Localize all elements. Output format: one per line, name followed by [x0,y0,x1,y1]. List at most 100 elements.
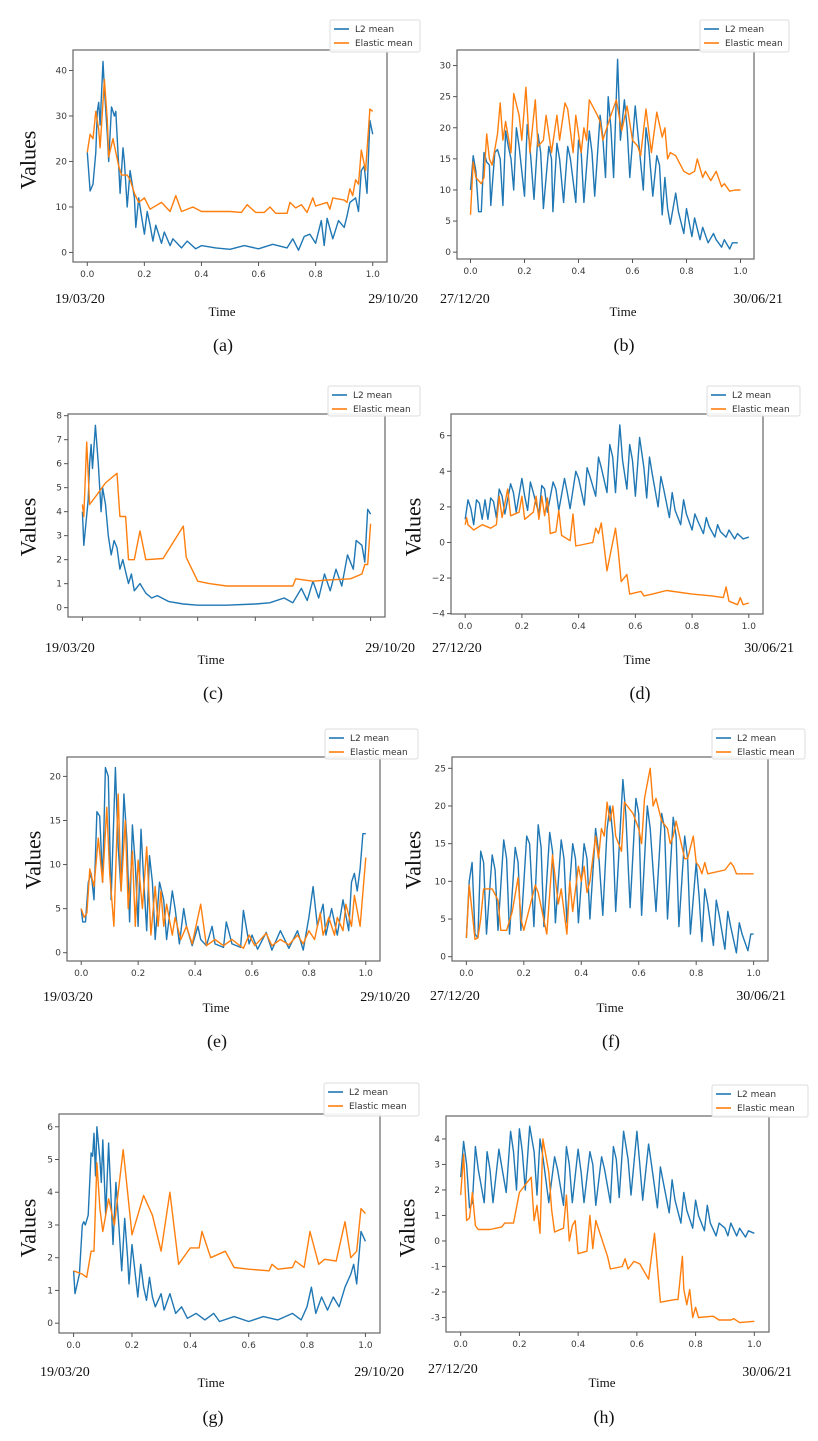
series-line-l2-mean [72,1126,367,1323]
y-tick-label: 2 [47,1254,53,1264]
x-tick-label: 0.6 [251,270,266,280]
series-line-l2-mean [81,424,372,606]
x-tick-label: 0.2 [517,969,531,979]
y-tick-label: 1 [47,1286,53,1296]
y-tick-label: 6 [47,1123,53,1133]
x-tick-label: 0.4 [574,969,589,979]
legend-label: Elastic mean [732,405,790,415]
x-tick-label: 0.4 [194,270,209,280]
y-tick-label: 0 [55,949,61,959]
series-line-elastic-mean [81,441,372,587]
x-tick-label: 0.0 [458,622,473,632]
end-date-label: 29/10/20 [360,990,410,1005]
y-tick-label: 2 [56,556,62,566]
x-tick-label: 0.6 [628,622,643,632]
legend: L2 mean Elastic mean [327,385,421,417]
x-tick-label: 0.4 [183,1341,198,1351]
y-tick-label: 30 [56,112,68,122]
y-tick-label: 1 [434,1211,440,1221]
x-axis-label: Time [198,652,225,667]
x-tick-label: 0.0 [66,1341,81,1351]
y-axis-label: Values [16,131,41,190]
series-line-l2-mean [465,778,754,954]
legend-box [329,19,421,53]
legend: L2 mean Elastic mean [706,385,801,417]
y-axis-label: Values [16,1199,41,1258]
y-tick-label: 0 [439,538,445,548]
x-tick-label: 1.0 [746,969,761,979]
y-tick-label: 25 [435,764,446,774]
x-axis-label: Time [610,304,637,319]
plot-frame [450,413,764,615]
x-tick-label: 1.0 [366,270,381,280]
panel-caption: (g) [203,1407,224,1428]
y-tick-label: 3 [47,1221,53,1231]
start-date-label: 27/12/20 [430,989,480,1004]
y-tick-label: 3 [56,532,62,542]
panel-caption: (d) [630,683,651,704]
legend-label: L2 mean [737,1090,776,1100]
x-axis-label: Time [209,304,236,319]
series-line-l2-mean [80,766,366,951]
chart-panel-d: 0.0 0.2 0.4 0.6 0.8 1.0 −4 −2 0 2 4 6 L2 mean Elastic… [401,385,801,704]
y-tick-label: −4 [432,610,446,620]
legend-box [706,385,801,417]
plot-frame [451,756,769,962]
legend-label: Elastic mean [353,405,411,415]
y-tick-label: -3 [431,1313,440,1323]
y-tick-label: 40 [56,66,68,76]
x-tick-label: 0.8 [679,267,694,277]
x-axis-label: Time [589,1375,616,1390]
x-tick-label: 1.0 [742,622,757,632]
x-tick-label: 0.0 [459,969,474,979]
y-tick-label: -2 [431,1288,440,1298]
series-line-elastic-mean [73,1149,366,1278]
y-tick-label: 20 [435,802,447,812]
x-tick-label: 1.0 [747,1340,762,1350]
start-date-label: 19/03/20 [43,990,93,1005]
end-date-label: 29/10/20 [354,1365,404,1380]
y-tick-label: 10 [56,203,68,213]
y-tick-label: 8 [56,412,62,422]
y-tick-label: 7 [56,436,62,446]
legend-label: L2 mean [355,25,394,35]
y-tick-label: 0 [445,248,451,258]
chart-panel-c: 0 1 2 3 4 5 6 7 8 L2 mean Elastic mean Values 19/03/… [16,385,421,704]
y-tick-label: 0 [47,1319,53,1329]
series-line-elastic-mean [80,793,367,949]
chart-panel-b: 0.0 0.2 0.4 0.6 0.8 1.0 0 5 10 15 20 25 30 L2 mean Ela… [440,19,790,356]
y-tick-label: 30 [440,62,452,72]
legend-label: Elastic mean [349,1102,407,1112]
y-tick-label: 20 [440,124,452,134]
plot-frame [445,1115,770,1333]
y-tick-label: 10 [50,861,62,871]
start-date-label: 19/03/20 [40,1365,90,1380]
y-tick-label: 6 [56,460,62,470]
legend-box [711,728,806,760]
series-line-elastic-mean [469,86,741,215]
legend-box [323,1082,420,1117]
y-tick-label: -1 [431,1262,440,1272]
y-tick-label: 5 [440,915,446,925]
x-tick-label: 0.8 [302,969,317,979]
x-tick-label: 0.4 [188,969,203,979]
chart-panel-a: 0.0 0.2 0.4 0.6 0.8 1.0 0 10 20 30 40 L2 mean Elasti… [16,19,421,356]
x-tick-label: 0.0 [74,969,89,979]
y-tick-label: 4 [439,467,445,477]
panel-caption: (f) [602,1031,620,1052]
y-tick-label: 15 [50,816,61,826]
x-tick-label: 0.2 [515,622,529,632]
end-date-label: 30/06/21 [733,292,783,307]
x-tick-label: 0.6 [632,969,647,979]
panel-caption: (e) [207,1031,227,1052]
legend-label: Elastic mean [737,1104,795,1114]
y-tick-label: 4 [434,1135,440,1145]
x-axis-label: Time [624,652,651,667]
legend-label: L2 mean [737,734,776,744]
end-date-label: 30/06/21 [742,1365,792,1380]
plot-frame [72,49,388,263]
y-tick-label: 0 [434,1237,440,1247]
y-tick-label: 5 [56,484,62,494]
y-tick-label: 15 [435,840,446,850]
series-line-l2-mean [86,60,374,251]
